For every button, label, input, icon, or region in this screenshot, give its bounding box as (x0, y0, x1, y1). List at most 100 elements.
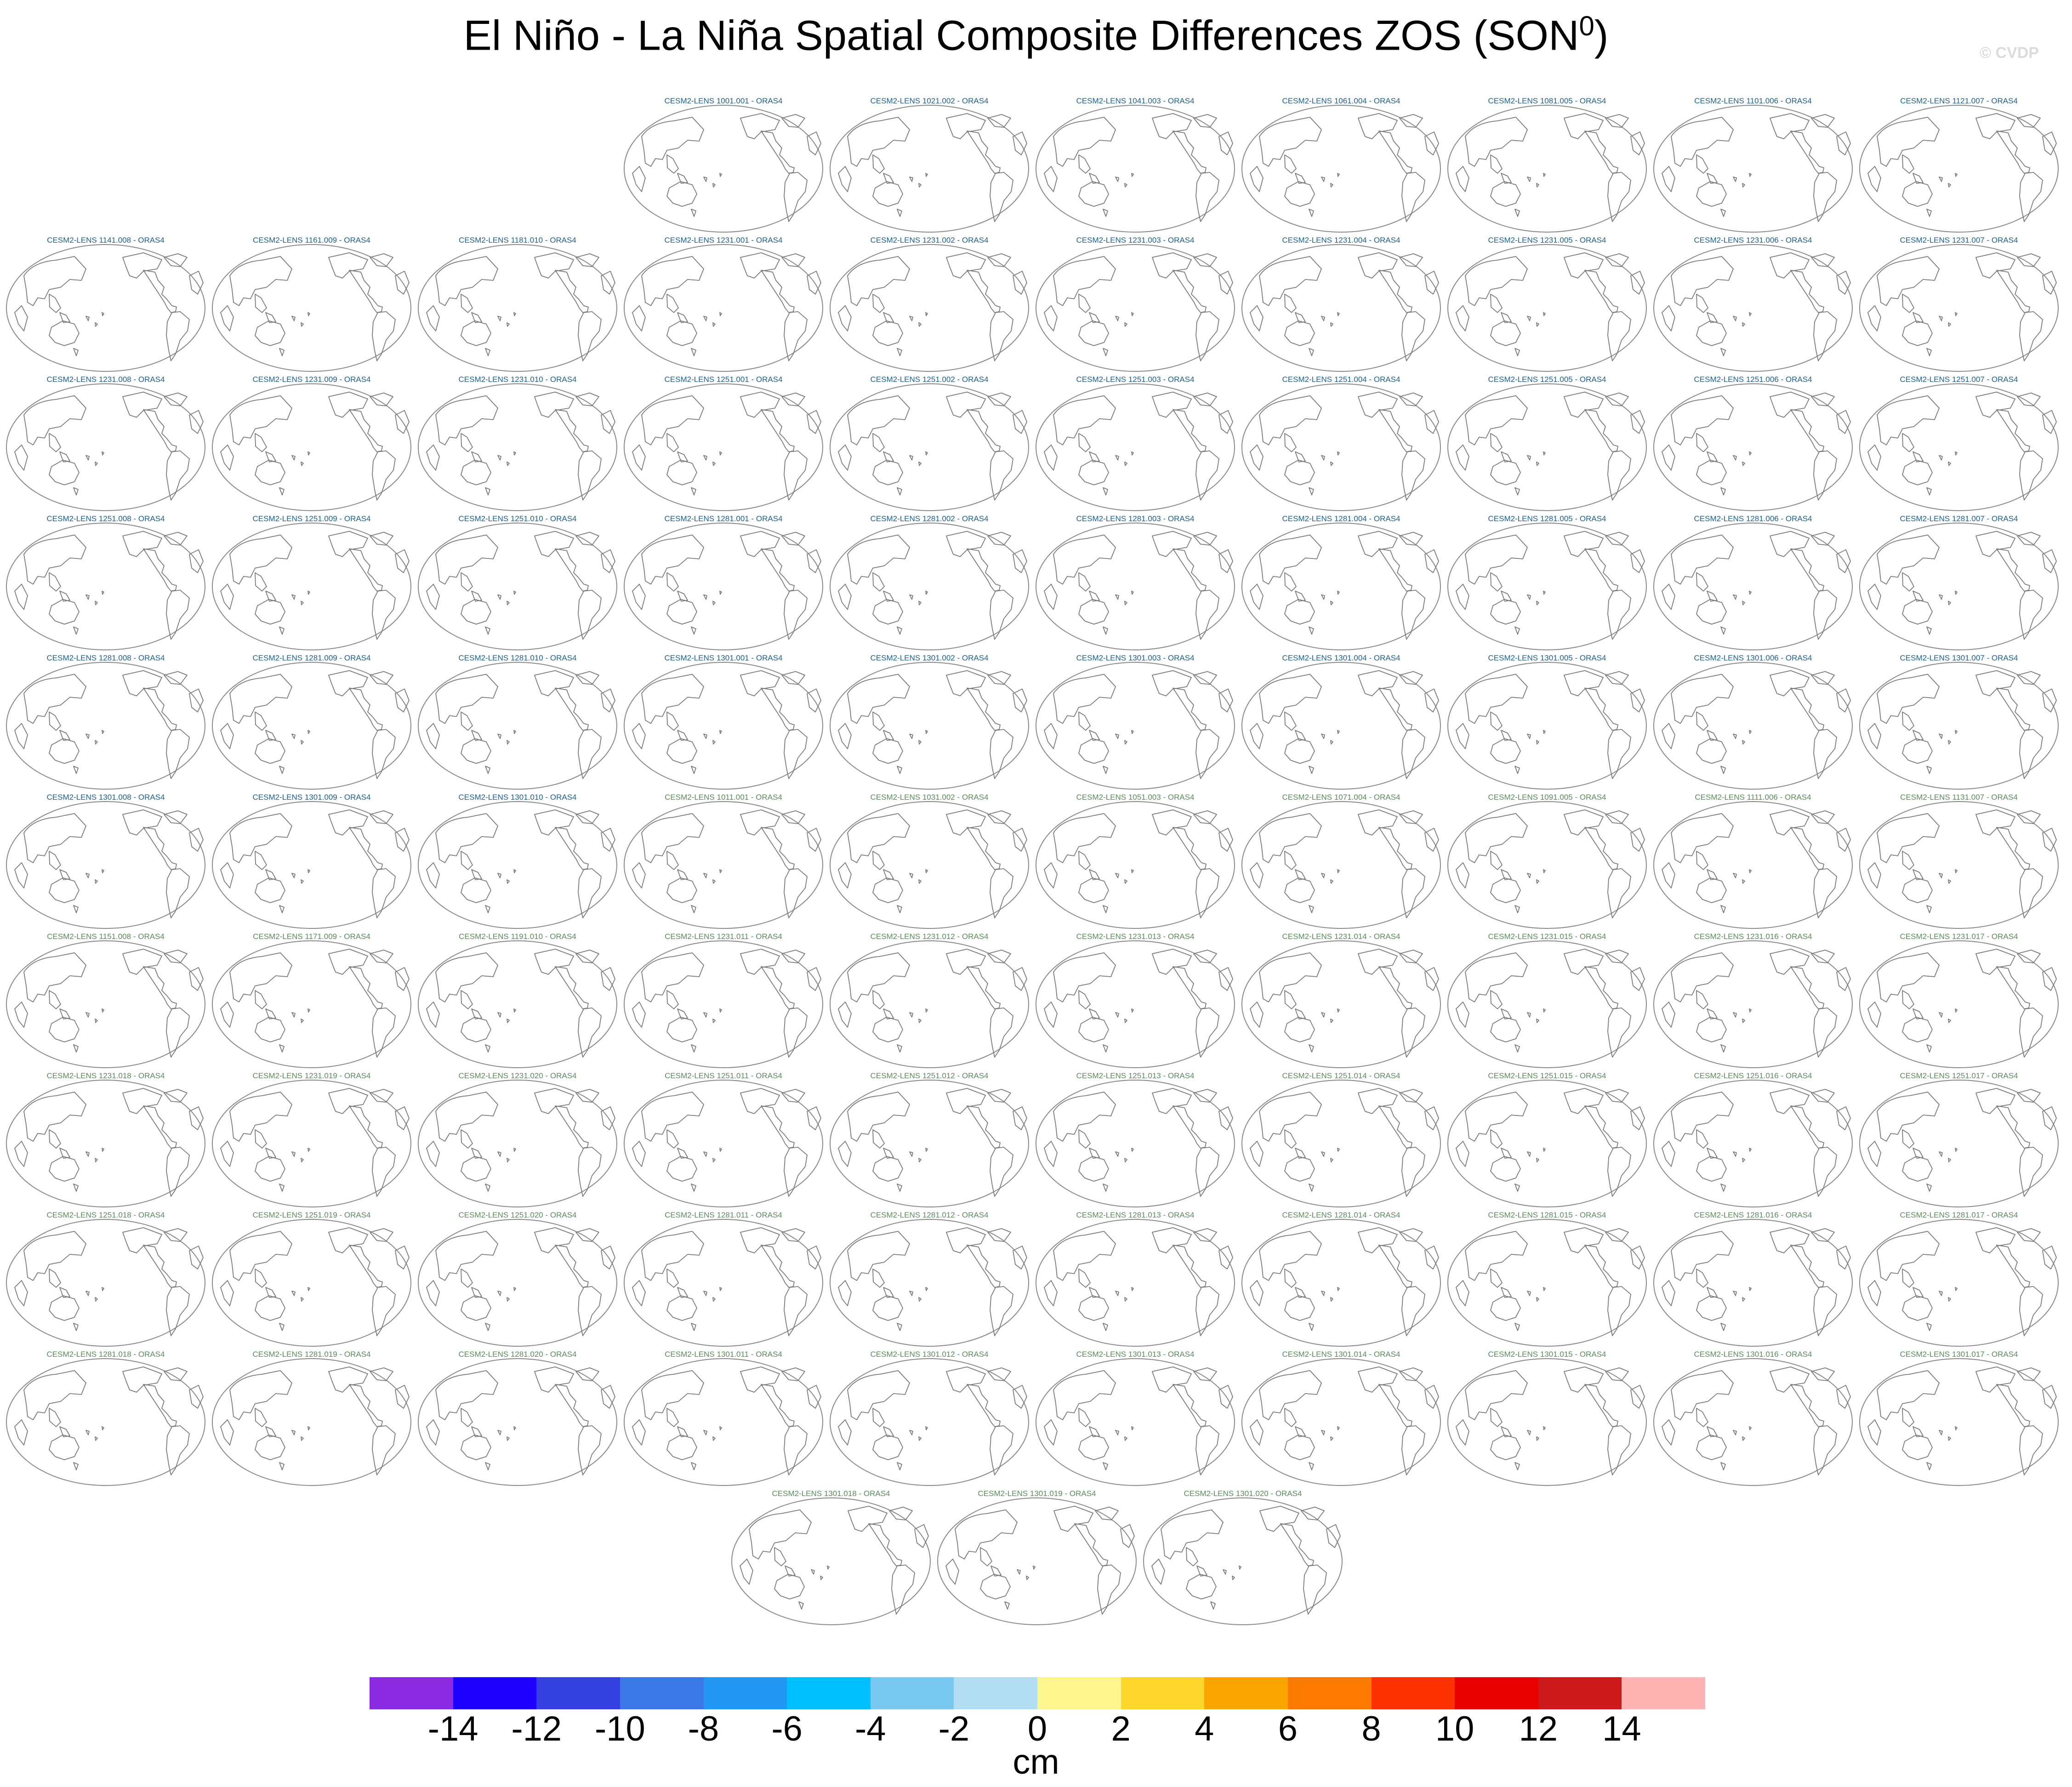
map-panel-title: CESM2-LENS 1231.017 - ORAS4 (1900, 932, 2018, 941)
map-panel-title: CESM2-LENS 1301.006 - ORAS4 (1694, 654, 1812, 662)
colorbar-tick-label: -12 (511, 1709, 562, 1748)
map-panel-title: CESM2-LENS 1281.004 - ORAS4 (1282, 514, 1400, 523)
map-panel-title: CESM2-LENS 1171.009 - ORAS4 (253, 932, 370, 941)
world-map (1653, 801, 1853, 929)
world-map (624, 1080, 823, 1207)
map-panel-title: CESM2-LENS 1281.009 - ORAS4 (252, 654, 371, 662)
map-panel: CESM2-LENS 1251.002 - ORAS4 (829, 375, 1030, 513)
map-panel: CESM2-LENS 1231.005 - ORAS4 (1447, 236, 1647, 374)
world-map (418, 801, 617, 929)
map-panel: CESM2-LENS 1281.016 - ORAS4 (1653, 1211, 1853, 1349)
world-map (1447, 1358, 1647, 1486)
map-panel-title: CESM2-LENS 1151.008 - ORAS4 (47, 932, 165, 941)
map-panel: CESM2-LENS 1251.015 - ORAS4 (1447, 1071, 1647, 1209)
map-panel-title: CESM2-LENS 1011.001 - ORAS4 (665, 793, 782, 802)
map-panel-title: CESM2-LENS 1061.004 - ORAS4 (1282, 97, 1400, 105)
world-map (212, 1358, 411, 1486)
world-map (1653, 105, 1853, 233)
map-panel: CESM2-LENS 1281.001 - ORAS4 (623, 514, 824, 652)
world-map (212, 1219, 411, 1347)
colorbar-box (453, 1677, 537, 1709)
map-panel-title: CESM2-LENS 1251.019 - ORAS4 (252, 1211, 371, 1219)
map-panel: CESM2-LENS 1231.018 - ORAS4 (6, 1071, 206, 1209)
world-map (212, 244, 411, 372)
world-map (6, 1358, 205, 1486)
map-panel: CESM2-LENS 1231.015 - ORAS4 (1447, 932, 1647, 1070)
world-map (1653, 662, 1853, 790)
world-map (1859, 801, 2059, 929)
colorbar-tick-label: 6 (1278, 1709, 1298, 1748)
world-map (624, 662, 823, 790)
world-map (830, 105, 1029, 233)
map-panel-title: CESM2-LENS 1301.005 - ORAS4 (1488, 654, 1606, 662)
world-map (624, 801, 823, 929)
world-map (418, 244, 617, 372)
map-panel: CESM2-LENS 1231.012 - ORAS4 (829, 932, 1030, 1070)
map-panel-title: CESM2-LENS 1301.018 - ORAS4 (772, 1489, 890, 1498)
map-panel: CESM2-LENS 1281.002 - ORAS4 (829, 514, 1030, 652)
map-panel: CESM2-LENS 1251.006 - ORAS4 (1653, 375, 1853, 513)
map-panel-title: CESM2-LENS 1251.004 - ORAS4 (1282, 375, 1400, 384)
map-panel-title: CESM2-LENS 1251.012 - ORAS4 (870, 1071, 989, 1080)
map-panel: CESM2-LENS 1301.015 - ORAS4 (1447, 1350, 1647, 1488)
map-panel: CESM2-LENS 1021.002 - ORAS4 (829, 97, 1030, 234)
map-panel: CESM2-LENS 1301.019 - ORAS4 (937, 1489, 1137, 1627)
map-panel-title: CESM2-LENS 1281.012 - ORAS4 (870, 1211, 989, 1219)
map-panel: CESM2-LENS 1251.018 - ORAS4 (6, 1211, 206, 1349)
world-map (1241, 801, 1441, 929)
colorbar-tick-label: 4 (1195, 1709, 1214, 1748)
map-panel-title: CESM2-LENS 1231.010 - ORAS4 (458, 375, 577, 384)
world-map (212, 523, 411, 650)
map-panel-title: CESM2-LENS 1301.010 - ORAS4 (458, 793, 577, 802)
world-map (1653, 523, 1853, 650)
map-panel: CESM2-LENS 1281.011 - ORAS4 (623, 1211, 824, 1349)
colorbar-box (703, 1677, 787, 1709)
world-map (1447, 1080, 1647, 1207)
world-map (1036, 1219, 1235, 1347)
map-panel-title: CESM2-LENS 1231.008 - ORAS4 (46, 375, 165, 384)
world-map (830, 383, 1029, 511)
map-panel-title: CESM2-LENS 1281.014 - ORAS4 (1282, 1211, 1400, 1219)
map-panel: CESM2-LENS 1121.007 - ORAS4 (1859, 97, 2059, 234)
map-panel: CESM2-LENS 1301.004 - ORAS4 (1241, 654, 1441, 791)
map-panel: CESM2-LENS 1301.001 - ORAS4 (623, 654, 824, 791)
map-panel-title: CESM2-LENS 1301.011 - ORAS4 (665, 1350, 782, 1359)
world-map (418, 523, 617, 650)
world-map (1241, 940, 1441, 1068)
world-map (830, 662, 1029, 790)
world-map (1447, 523, 1647, 650)
map-panel: CESM2-LENS 1231.010 - ORAS4 (417, 375, 618, 513)
map-panel-title: CESM2-LENS 1121.007 - ORAS4 (1900, 97, 2018, 105)
map-panel-title: CESM2-LENS 1251.015 - ORAS4 (1488, 1071, 1606, 1080)
map-panel-title: CESM2-LENS 1231.015 - ORAS4 (1488, 932, 1606, 941)
map-panel-title: CESM2-LENS 1301.004 - ORAS4 (1282, 654, 1400, 662)
map-panel-title: CESM2-LENS 1301.012 - ORAS4 (870, 1350, 989, 1359)
map-panel: CESM2-LENS 1251.009 - ORAS4 (211, 514, 412, 652)
map-panel-title: CESM2-LENS 1231.018 - ORAS4 (46, 1071, 165, 1080)
map-panel: CESM2-LENS 1301.016 - ORAS4 (1653, 1350, 1853, 1488)
world-map (1036, 801, 1235, 929)
map-panel: CESM2-LENS 1231.006 - ORAS4 (1653, 236, 1853, 374)
map-panel: CESM2-LENS 1281.017 - ORAS4 (1859, 1211, 2059, 1349)
map-panel-title: CESM2-LENS 1231.014 - ORAS4 (1282, 932, 1400, 941)
map-panel: CESM2-LENS 1301.005 - ORAS4 (1447, 654, 1647, 791)
world-map (418, 940, 617, 1068)
colorbar (370, 1677, 1705, 1709)
map-panel: CESM2-LENS 1231.002 - ORAS4 (829, 236, 1030, 374)
world-map (1859, 244, 2059, 372)
map-panel-title: CESM2-LENS 1301.002 - ORAS4 (870, 654, 989, 662)
world-map (1036, 523, 1235, 650)
world-map (1241, 1080, 1441, 1207)
world-map (1653, 1219, 1853, 1347)
map-panel-title: CESM2-LENS 1251.002 - ORAS4 (870, 375, 989, 384)
world-map (6, 801, 205, 929)
map-panel-title: CESM2-LENS 1281.008 - ORAS4 (46, 654, 165, 662)
figure-title-text: El Niño - La Niña Spatial Composite Diff… (463, 12, 1579, 59)
map-panel-title: CESM2-LENS 1281.019 - ORAS4 (252, 1350, 371, 1359)
world-map (624, 105, 823, 233)
map-panel: CESM2-LENS 1251.020 - ORAS4 (417, 1211, 618, 1349)
map-panel: CESM2-LENS 1301.007 - ORAS4 (1859, 654, 2059, 791)
map-panel: CESM2-LENS 1251.003 - ORAS4 (1035, 375, 1235, 513)
map-panel: CESM2-LENS 1041.003 - ORAS4 (1035, 97, 1235, 234)
colorbar-tick-label: 2 (1111, 1709, 1131, 1748)
